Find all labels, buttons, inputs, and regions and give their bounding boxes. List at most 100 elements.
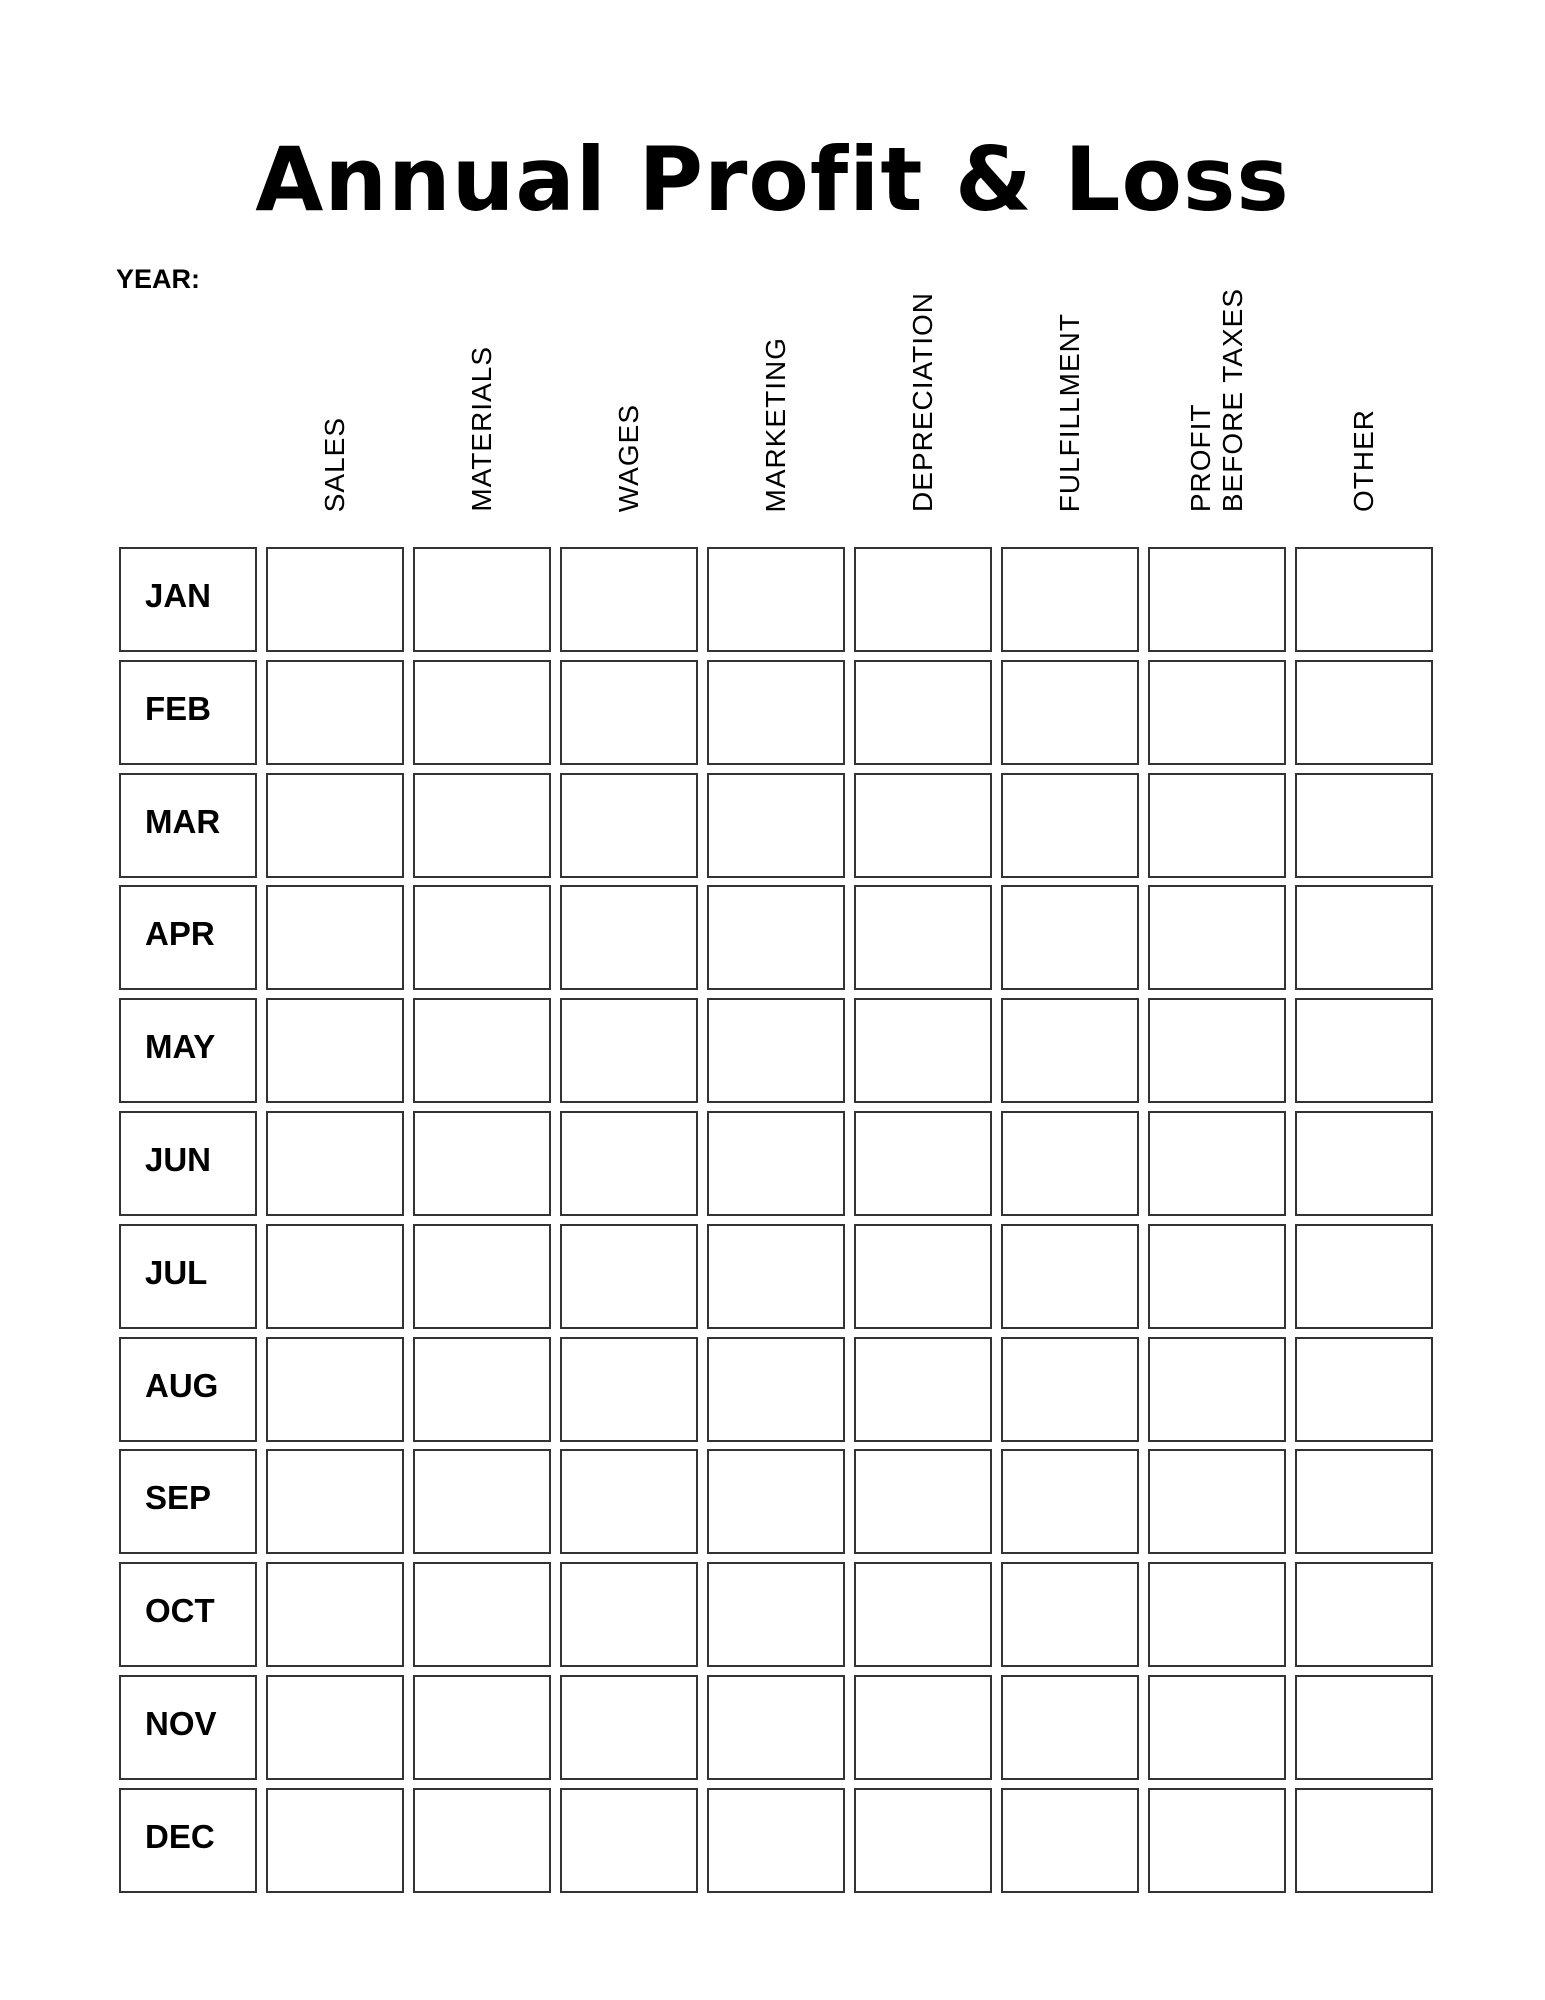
entry-cell[interactable]	[560, 1111, 698, 1216]
entry-cell[interactable]	[413, 660, 551, 765]
entry-cell[interactable]	[1148, 1111, 1286, 1216]
entry-cell[interactable]	[854, 1449, 992, 1554]
entry-cell[interactable]	[707, 660, 845, 765]
entry-cell[interactable]	[707, 1562, 845, 1667]
entry-cell[interactable]	[1295, 885, 1433, 990]
entry-cell[interactable]	[707, 1337, 845, 1442]
entry-cell[interactable]	[1148, 1675, 1286, 1780]
entry-cell[interactable]	[707, 1224, 845, 1329]
entry-cell[interactable]	[413, 1337, 551, 1442]
entry-cell[interactable]	[1295, 1788, 1433, 1893]
entry-cell[interactable]	[854, 547, 992, 652]
entry-cell[interactable]	[707, 885, 845, 990]
entry-cell[interactable]	[1295, 998, 1433, 1103]
entry-cell[interactable]	[413, 1562, 551, 1667]
entry-cell[interactable]	[560, 1788, 698, 1893]
entry-cell[interactable]	[560, 1337, 698, 1442]
entry-cell[interactable]	[707, 1675, 845, 1780]
entry-cell[interactable]	[1148, 885, 1286, 990]
entry-cell[interactable]	[413, 1675, 551, 1780]
entry-cell[interactable]	[560, 1562, 698, 1667]
entry-cell[interactable]	[1001, 1788, 1139, 1893]
entry-cell[interactable]	[413, 547, 551, 652]
entry-cell[interactable]	[1001, 773, 1139, 878]
column-header-label: WAGES	[613, 403, 644, 512]
entry-cell[interactable]	[413, 998, 551, 1103]
entry-cell[interactable]	[413, 1449, 551, 1554]
entry-cell[interactable]	[560, 885, 698, 990]
entry-cell[interactable]	[854, 660, 992, 765]
entry-cell[interactable]	[854, 773, 992, 878]
entry-cell[interactable]	[1001, 1675, 1139, 1780]
entry-cell[interactable]	[560, 1675, 698, 1780]
entry-cell[interactable]	[266, 547, 404, 652]
entry-cell[interactable]	[1001, 998, 1139, 1103]
entry-cell[interactable]	[1001, 1224, 1139, 1329]
entry-cell[interactable]	[266, 660, 404, 765]
entry-cell[interactable]	[1148, 547, 1286, 652]
entry-cell[interactable]	[1001, 1449, 1139, 1554]
entry-cell[interactable]	[266, 1788, 404, 1893]
entry-cell[interactable]	[1295, 547, 1433, 652]
entry-cell[interactable]	[707, 773, 845, 878]
entry-cell[interactable]	[1148, 998, 1286, 1103]
entry-cell[interactable]	[854, 1337, 992, 1442]
entry-cell[interactable]	[854, 1562, 992, 1667]
entry-cell[interactable]	[1001, 660, 1139, 765]
entry-cell[interactable]	[560, 773, 698, 878]
entry-cell[interactable]	[1148, 660, 1286, 765]
column-header: FULFILLMENT	[1001, 313, 1139, 512]
month-label: JAN	[145, 576, 212, 614]
entry-cell[interactable]	[413, 1111, 551, 1216]
entry-cell[interactable]	[1148, 1337, 1286, 1442]
entry-cell[interactable]	[1148, 1224, 1286, 1329]
entry-cell[interactable]	[1148, 1788, 1286, 1893]
entry-cell[interactable]	[1295, 1675, 1433, 1780]
entry-cell[interactable]	[413, 1788, 551, 1893]
entry-cell[interactable]	[854, 1788, 992, 1893]
entry-cell[interactable]	[707, 1449, 845, 1554]
entry-cell[interactable]	[413, 1224, 551, 1329]
entry-cell[interactable]	[266, 773, 404, 878]
entry-cell[interactable]	[1295, 660, 1433, 765]
entry-cell[interactable]	[266, 1337, 404, 1442]
entry-cell[interactable]	[1001, 1337, 1139, 1442]
entry-cell[interactable]	[413, 773, 551, 878]
column-header-label: FULFILLMENT	[1054, 312, 1085, 512]
entry-cell[interactable]	[1001, 1562, 1139, 1667]
entry-cell[interactable]	[1001, 547, 1139, 652]
entry-cell[interactable]	[1001, 885, 1139, 990]
entry-cell[interactable]	[413, 885, 551, 990]
entry-cell[interactable]	[1295, 1111, 1433, 1216]
entry-cell[interactable]	[1148, 773, 1286, 878]
entry-cell[interactable]	[266, 1449, 404, 1554]
entry-cell[interactable]	[854, 1111, 992, 1216]
entry-cell[interactable]	[707, 998, 845, 1103]
entry-cell[interactable]	[854, 885, 992, 990]
entry-cell[interactable]	[707, 1788, 845, 1893]
entry-cell[interactable]	[266, 885, 404, 990]
entry-cell[interactable]	[707, 1111, 845, 1216]
entry-cell[interactable]	[560, 547, 698, 652]
entry-cell[interactable]	[1295, 773, 1433, 878]
entry-cell[interactable]	[1295, 1562, 1433, 1667]
entry-cell[interactable]	[1148, 1449, 1286, 1554]
entry-cell[interactable]	[1295, 1337, 1433, 1442]
entry-cell[interactable]	[1148, 1562, 1286, 1667]
entry-cell[interactable]	[266, 1675, 404, 1780]
entry-cell[interactable]	[1295, 1224, 1433, 1329]
entry-cell[interactable]	[266, 1111, 404, 1216]
entry-cell[interactable]	[266, 1562, 404, 1667]
entry-cell[interactable]	[854, 998, 992, 1103]
entry-cell[interactable]	[854, 1224, 992, 1329]
entry-cell[interactable]	[560, 998, 698, 1103]
entry-cell[interactable]	[266, 1224, 404, 1329]
entry-cell[interactable]	[266, 998, 404, 1103]
entry-cell[interactable]	[1001, 1111, 1139, 1216]
entry-cell[interactable]	[854, 1675, 992, 1780]
entry-cell[interactable]	[1295, 1449, 1433, 1554]
entry-cell[interactable]	[560, 1449, 698, 1554]
entry-cell[interactable]	[560, 660, 698, 765]
entry-cell[interactable]	[707, 547, 845, 652]
entry-cell[interactable]	[560, 1224, 698, 1329]
